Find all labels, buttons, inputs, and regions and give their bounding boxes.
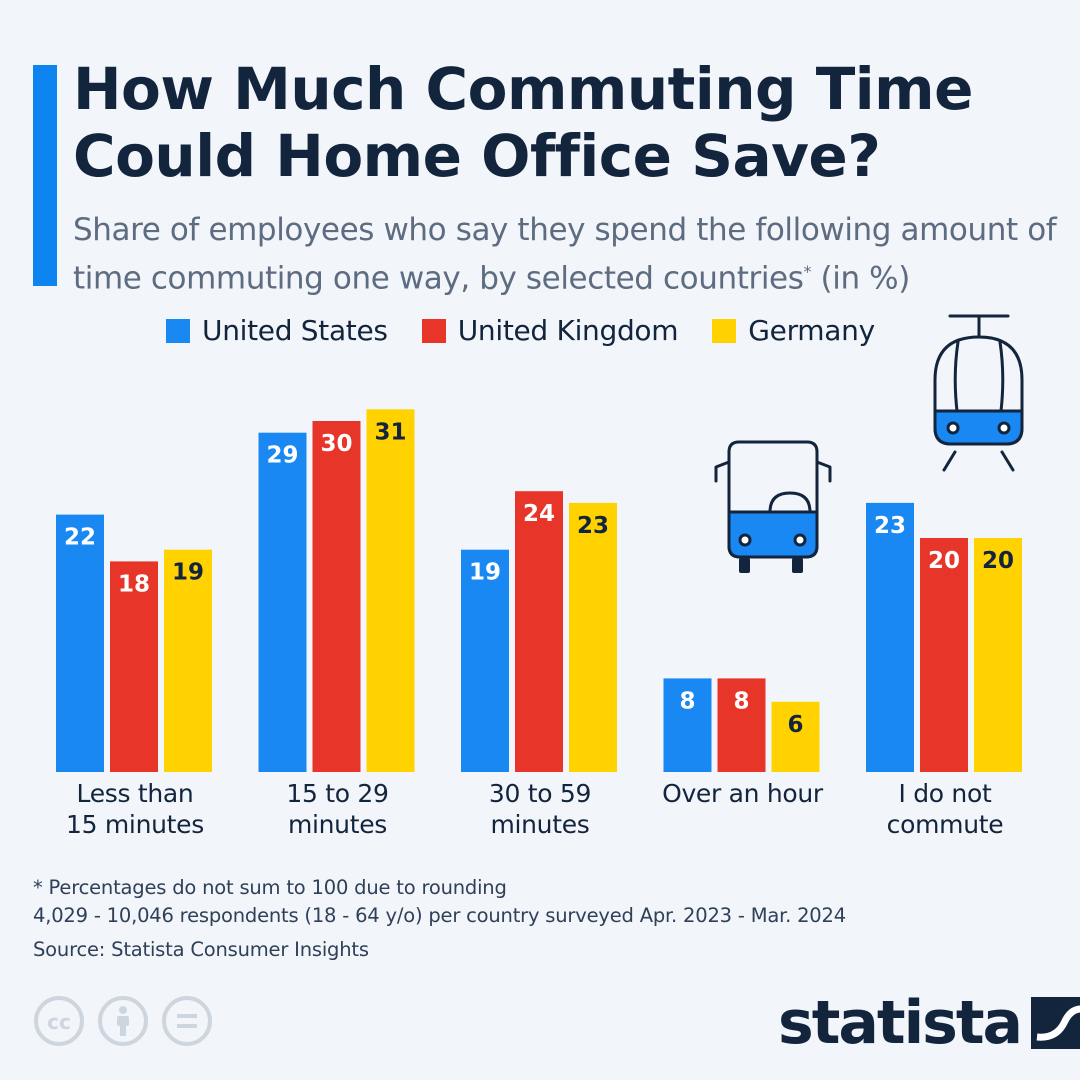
legend-item-germany: Germany bbox=[712, 314, 875, 347]
bus-icon bbox=[714, 440, 832, 573]
bar-value-label: 24 bbox=[523, 501, 555, 527]
bar-united-states bbox=[258, 432, 307, 772]
bar-united-states bbox=[56, 514, 104, 772]
subtitle-unit: (in %) bbox=[811, 260, 911, 297]
legend-item-united-kingdom: United Kingdom bbox=[421, 314, 679, 347]
source-note: Source: Statista Consumer Insights bbox=[33, 938, 369, 961]
legend-label-united-states: United States bbox=[202, 314, 388, 347]
category-label: Less than 15 minutes bbox=[66, 779, 204, 839]
statista-brand[interactable]: statista bbox=[778, 988, 1080, 1058]
legend-item-united-states: United States bbox=[166, 314, 388, 347]
subtitle-text: Share of employees who say they spend th… bbox=[73, 212, 1057, 297]
bar-value-label: 8 bbox=[679, 688, 695, 714]
bar-united-states bbox=[461, 549, 509, 772]
bars-layer: 22 18 19 29 30 31 19 24 23 8 8 6 23 20 20 bbox=[56, 409, 1022, 772]
category-label: 30 to 59 minutes bbox=[488, 779, 592, 839]
category-label: I do not commute bbox=[886, 779, 1004, 839]
category-label: 15 to 29 minutes bbox=[286, 779, 389, 839]
legend-swatch-united-states bbox=[166, 318, 190, 343]
bar-value-label: 19 bbox=[172, 560, 204, 586]
legend-label-united-kingdom: United Kingdom bbox=[457, 314, 679, 347]
statista-wordmark: statista bbox=[778, 988, 1023, 1058]
bar-value-label: 8 bbox=[733, 688, 749, 714]
legend-swatch-united-kingdom bbox=[421, 318, 446, 343]
bar-value-label: 22 bbox=[64, 525, 96, 551]
bar-value-label: 18 bbox=[118, 571, 150, 597]
legend-swatch-germany bbox=[712, 318, 737, 343]
bar-value-label: 30 bbox=[320, 431, 352, 457]
bar-germany bbox=[569, 502, 617, 772]
no-derivatives-icon[interactable] bbox=[161, 995, 213, 1047]
bar-united-kingdom bbox=[717, 678, 766, 772]
bar-value-label: 31 bbox=[374, 419, 406, 445]
rounding-note: * Percentages do not sum to 100 due to r… bbox=[33, 876, 507, 899]
svg-text:cc: cc bbox=[47, 1010, 71, 1034]
chart-subtitle: Share of employees who say they spend th… bbox=[73, 210, 1073, 299]
bar-united-kingdom bbox=[515, 491, 563, 772]
bar-value-label: 20 bbox=[982, 548, 1014, 574]
bar-value-label: 19 bbox=[469, 560, 501, 586]
bar-value-label: 23 bbox=[577, 513, 609, 539]
footnotes: * Percentages do not sum to 100 due to r… bbox=[33, 874, 846, 964]
bar-united-kingdom bbox=[920, 538, 968, 772]
bar-united-kingdom bbox=[312, 421, 361, 772]
chart-title: How Much Commuting Time Could Home Offic… bbox=[73, 55, 973, 190]
cc-icon[interactable]: cc bbox=[33, 995, 85, 1047]
title-accent-bar bbox=[33, 65, 57, 286]
legend-label-germany: Germany bbox=[748, 314, 875, 347]
bar-germany bbox=[974, 538, 1022, 772]
bar-germany bbox=[366, 409, 415, 772]
tram-icon bbox=[933, 314, 1024, 472]
bar-united-states bbox=[663, 678, 712, 772]
bar-value-label: 23 bbox=[874, 513, 906, 539]
bar-germany bbox=[771, 701, 820, 772]
bar-value-label: 6 bbox=[787, 712, 803, 738]
statista-logo-icon bbox=[1031, 997, 1080, 1049]
subtitle-asterisk: * bbox=[803, 262, 812, 281]
bar-germany bbox=[164, 549, 212, 772]
respondents-note: 4,029 - 10,046 respondents (18 - 64 y/o)… bbox=[33, 904, 846, 927]
attribution-icon[interactable] bbox=[97, 995, 149, 1047]
bar-united-states bbox=[866, 502, 914, 772]
bar-value-label: 20 bbox=[928, 548, 960, 574]
legend: United States United Kingdom Germany bbox=[166, 314, 909, 347]
license-icons: cc bbox=[33, 995, 225, 1047]
bar-value-label: 29 bbox=[266, 443, 298, 469]
category-label: Over an hour bbox=[662, 779, 823, 808]
bar-united-kingdom bbox=[110, 561, 158, 772]
